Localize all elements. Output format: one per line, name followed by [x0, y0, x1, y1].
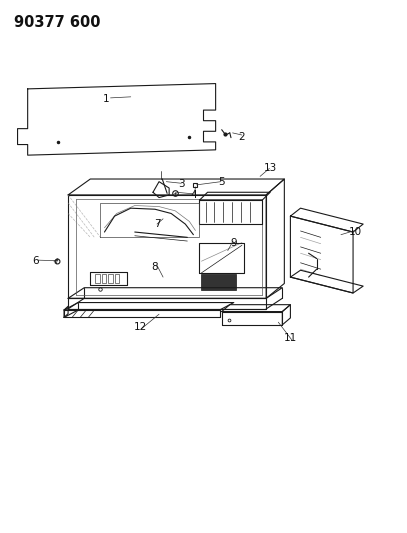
Text: 6: 6: [33, 256, 39, 266]
Bar: [115, 274, 119, 284]
Text: 3: 3: [178, 179, 185, 189]
Text: 2: 2: [239, 132, 245, 142]
Text: 10: 10: [348, 227, 362, 237]
Bar: [201, 274, 236, 290]
Text: 8: 8: [152, 262, 158, 271]
Bar: [102, 274, 107, 284]
Text: 13: 13: [264, 164, 277, 173]
Text: 7: 7: [154, 219, 160, 229]
Text: 90377 600: 90377 600: [13, 14, 100, 30]
Bar: [95, 274, 100, 284]
Text: 11: 11: [284, 333, 297, 343]
Text: 4: 4: [190, 190, 197, 200]
Text: 12: 12: [134, 322, 147, 333]
Text: 5: 5: [219, 176, 225, 187]
Text: 9: 9: [230, 238, 237, 248]
Bar: [108, 274, 113, 284]
Text: 1: 1: [103, 94, 110, 104]
